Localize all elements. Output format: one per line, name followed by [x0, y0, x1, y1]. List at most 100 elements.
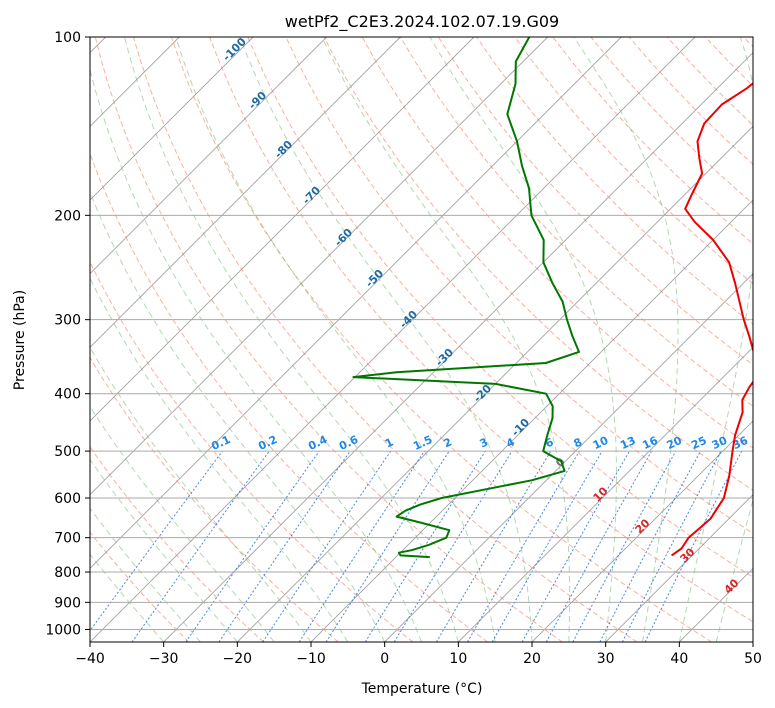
x-tick-label: −20: [223, 651, 253, 667]
mixing-ratio-line: [393, 450, 513, 642]
isotherm-line: [90, 37, 254, 201]
y-tick-label: 300: [54, 313, 81, 329]
isotherm-line: [90, 37, 696, 642]
moist-adiabat: [321, 37, 571, 642]
dewpoint-profile-line: [352, 37, 580, 559]
isotherm-label: -60: [332, 226, 355, 249]
chart-title: wetPf2_C2E3.2024.102.07.19.G09: [285, 12, 559, 32]
x-tick-label: 40: [670, 651, 688, 667]
mixing-ratio-line: [621, 450, 722, 642]
mixing-ratio-label: 10: [591, 434, 611, 452]
x-tick-label: 0: [380, 651, 389, 667]
isotherm-label: 10: [591, 484, 611, 504]
isotherm-line: [458, 346, 753, 642]
isotherm-label: -10: [509, 416, 532, 439]
mixing-ratio-label: 1: [383, 435, 395, 450]
isotherm-line: [237, 125, 753, 642]
x-tick-label: −30: [149, 651, 179, 667]
moist-adiabat: [678, 37, 753, 642]
y-tick-label: 200: [54, 208, 81, 224]
dry-adiabat: [285, 37, 753, 535]
y-tick-label: 700: [54, 531, 81, 547]
isotherm-label: 40: [722, 576, 742, 596]
x-tick-label: 50: [744, 651, 762, 667]
isotherm-label: -30: [433, 346, 456, 369]
background-lines: [90, 37, 753, 642]
mixing-ratio-line: [599, 450, 701, 642]
moist-adiabat: [90, 405, 275, 642]
mixing-ratio-line: [185, 450, 320, 642]
isotherm-line: [605, 494, 753, 642]
mixing-ratio-line: [298, 450, 425, 642]
isotherm-line: [90, 37, 622, 569]
dry-adiabat: [399, 37, 753, 407]
isotherm-label: -80: [272, 138, 295, 161]
y-tick-label: 1000: [45, 622, 81, 638]
mixing-ratio-line: [262, 450, 392, 642]
mixing-ratio-line: [467, 450, 580, 642]
x-tick-label: 30: [597, 651, 615, 667]
mixing-ratio-label: 13: [618, 434, 637, 452]
y-tick-label: 600: [54, 491, 81, 507]
isotherm-line: [90, 37, 475, 422]
isotherm-line: [310, 199, 753, 642]
mixing-ratio-label: 30: [710, 434, 730, 452]
dry-adiabat: [132, 37, 638, 642]
plot-frame: [89, 36, 754, 643]
moist-adiabat: [239, 37, 533, 642]
y-axis-ticks: 100 200 300 400 500 600 700 800 900 1000: [45, 30, 90, 638]
x-axis-title: Temperature (°C): [361, 681, 483, 697]
x-tick-label: 10: [449, 651, 467, 667]
dry-adiabat: [323, 37, 753, 491]
dry-adiabat: [437, 37, 753, 366]
mixing-ratio-line: [521, 450, 630, 642]
moist-adiabat: [90, 277, 349, 642]
isotherm-label: -20: [471, 382, 494, 405]
x-tick-label: −10: [296, 651, 326, 667]
mixing-ratio-label: 8: [572, 435, 584, 450]
dry-adiabat: [247, 37, 753, 578]
isotherm-label: -70: [300, 184, 323, 207]
y-tick-label: 500: [54, 444, 81, 460]
x-tick-label: 20: [523, 651, 541, 667]
isotherm-label: -50: [363, 267, 386, 290]
moist-adiabat: [573, 37, 679, 642]
y-tick-label: 100: [54, 30, 81, 46]
mixing-ratio-line: [545, 450, 653, 642]
isotherm-line: [90, 37, 327, 275]
dry-adiabat: [90, 152, 488, 642]
moist-adiabat: [715, 498, 753, 642]
dry-adiabat: [90, 260, 414, 642]
dry-adiabat: [361, 37, 753, 449]
x-tick-label: −40: [75, 651, 105, 667]
y-axis-title: Pressure (hPa): [12, 290, 28, 390]
mixing-ratio-line: [131, 450, 270, 642]
mixing-ratio-line: [644, 450, 743, 642]
moist-adiabat: [124, 37, 459, 642]
isotherm-line: [163, 52, 753, 642]
moist-adiabat: [90, 507, 201, 642]
dry-adiabat: [90, 531, 190, 642]
dry-adiabat: [704, 37, 753, 87]
dry-adiabat: [90, 446, 264, 642]
x-axis-ticks: −40 −30 −20 −10 0 10 20 30 40 50: [75, 642, 762, 667]
dry-adiabat: [514, 37, 753, 285]
isotherm-label: -100: [220, 35, 249, 64]
dry-adiabat: [90, 356, 339, 642]
mixing-ratio-line: [325, 450, 450, 642]
mixing-ratio-label: 0.4: [306, 433, 329, 453]
profile-series: [352, 37, 753, 559]
moist-adiabat: [90, 190, 386, 642]
mixing-ratio-label: 0.2: [256, 433, 279, 453]
temperature-profile-line: [671, 82, 753, 557]
mixing-ratio-label: 25: [689, 434, 708, 452]
y-tick-label: 800: [54, 565, 81, 581]
isotherm-label: -40: [397, 308, 420, 331]
y-tick-label: 400: [54, 387, 81, 403]
isotherm-label: 20: [633, 516, 653, 536]
mixing-ratio-label: 0.1: [209, 433, 232, 453]
mixing-ratio-label: 0.6: [337, 433, 360, 453]
mixing-ratio-line: [572, 450, 677, 642]
